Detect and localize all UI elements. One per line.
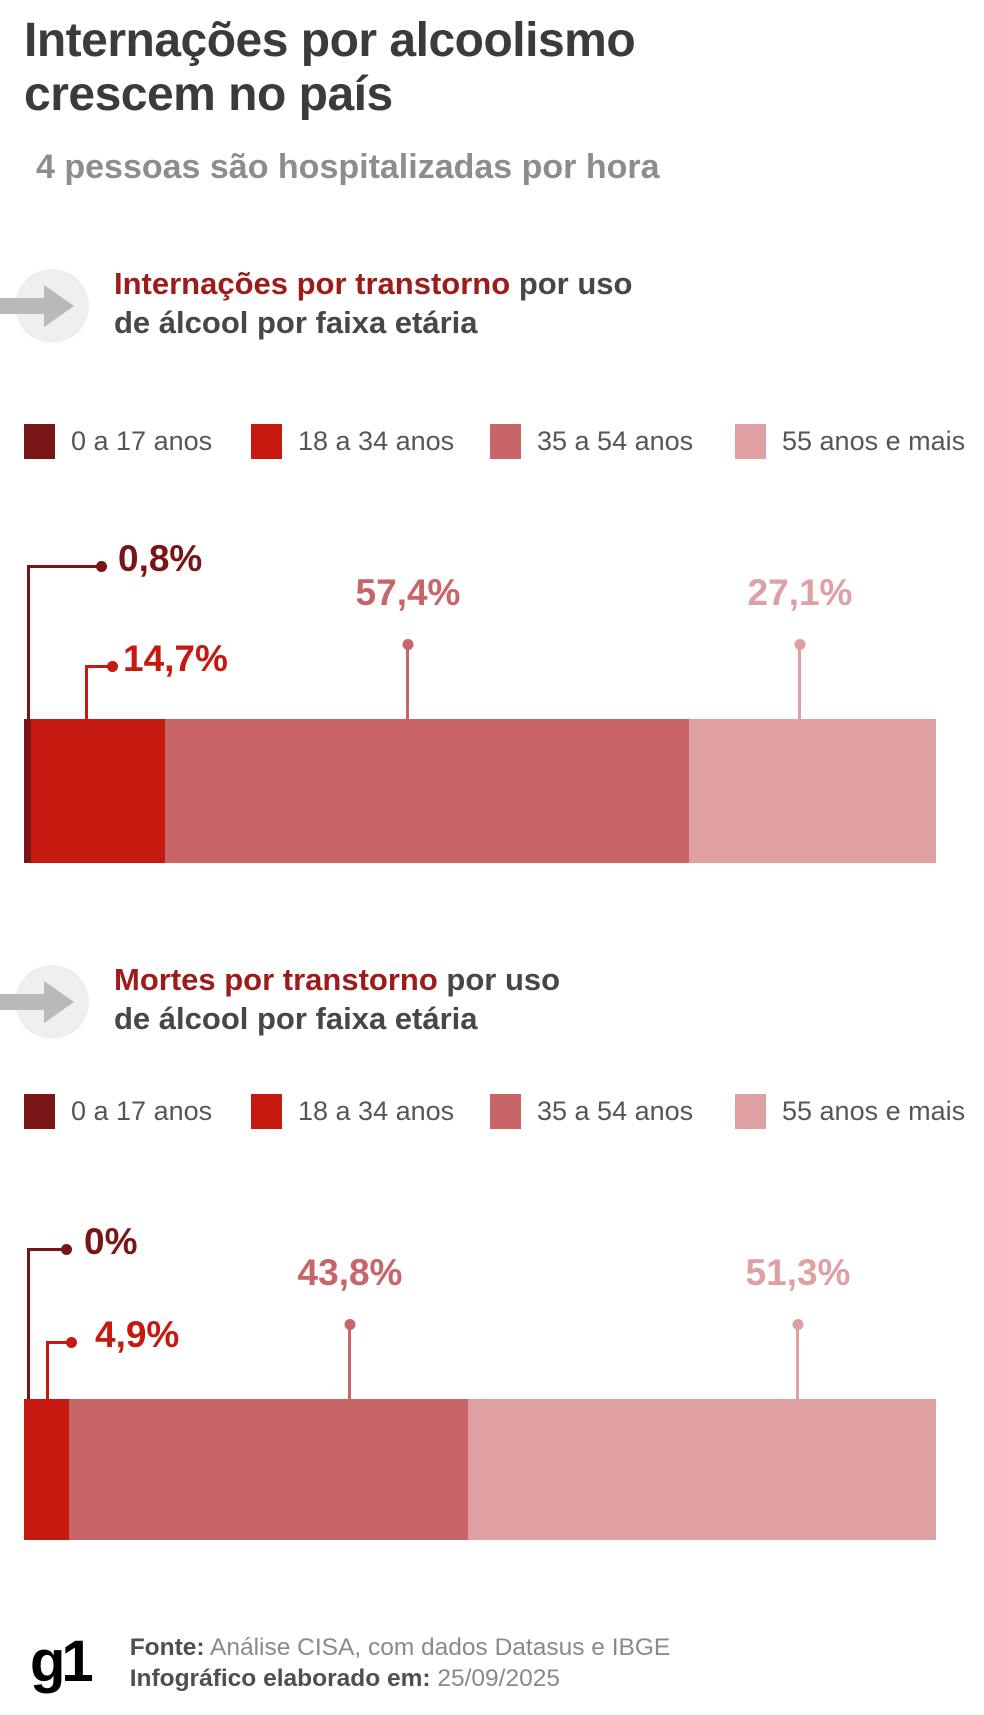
- callout-line-0-17: [27, 561, 107, 719]
- credits: Fonte: Análise CISA, com dados Datasus e…: [130, 1632, 671, 1695]
- legend-swatch-35-54: [490, 424, 521, 459]
- legend-label: 18 a 34 anos: [298, 1096, 455, 1126]
- value-label-55-mais: 51,3%: [745, 1252, 851, 1293]
- legend-item: 55 anos e mais: [735, 424, 965, 459]
- section-title: Mortes por transtorno por uso de álcool p…: [114, 960, 560, 1040]
- bar-segment-35-54: [68, 1399, 469, 1540]
- callout-line-35-54: [402, 639, 413, 719]
- legend-swatch-0-17: [24, 1094, 55, 1129]
- chart-mortes: 0% 4,9% 43,8% 51,3%: [24, 1160, 936, 1540]
- callout-dot: [96, 561, 107, 572]
- value-label-18-34: 4,9%: [95, 1314, 180, 1355]
- bar-segment-18-34: [24, 1399, 69, 1540]
- section-title-emphasis: Internações por transtorno: [114, 266, 511, 301]
- section-title-rest: por uso: [446, 962, 561, 997]
- callout-area: 0% 4,9% 43,8% 51,3%: [24, 1160, 936, 1399]
- legend-label: 35 a 54 anos: [537, 1096, 694, 1126]
- callout-line-55-mais: [792, 1319, 803, 1399]
- page-title: Internações por alcoolismo crescem no pa…: [24, 14, 636, 122]
- date-line: Infográfico elaborado em: 25/09/2025: [130, 1663, 671, 1694]
- legend-label: 55 anos e mais: [782, 1096, 966, 1126]
- callout-dot: [344, 1319, 355, 1330]
- legend-swatch-55-mais: [735, 424, 766, 459]
- value-label-55-mais: 27,1%: [747, 572, 853, 613]
- source-text: Análise CISA, com dados Datasus e IBGE: [210, 1633, 671, 1661]
- legend-item: 35 a 54 anos: [490, 1094, 693, 1129]
- section-title: Internações por transtorno por uso de álc…: [114, 264, 632, 344]
- callout-line-18-34: [85, 661, 118, 719]
- legend-swatch-18-34: [251, 1094, 282, 1129]
- section-header-mortes: Mortes por transtorno por uso de álcool p…: [0, 958, 560, 1040]
- value-label-0-17: 0,8%: [118, 538, 203, 579]
- arrow-right-icon: [0, 964, 89, 1040]
- callout-dot: [66, 1337, 77, 1348]
- bar-segment-18-34: [31, 719, 166, 863]
- legend-label: 18 a 34 anos: [298, 426, 455, 456]
- section-header-internacoes: Internações por transtorno por uso de álc…: [0, 262, 632, 344]
- legend-label: 0 a 17 anos: [71, 1096, 213, 1126]
- date-label: Infográfico elaborado em:: [129, 1665, 431, 1692]
- callout-dot: [61, 1244, 72, 1255]
- legend-swatch-18-34: [251, 424, 282, 459]
- footer: g1 Fonte: Análise CISA, com dados Datasu…: [0, 1611, 984, 1715]
- legend-internacoes: 0 a 17 anos 18 a 34 anos 35 a 54 anos 55…: [24, 424, 965, 464]
- bar-segment-55-mais: [468, 1399, 936, 1540]
- callout-dot: [794, 639, 805, 650]
- bar-segment-0-17: [24, 719, 32, 863]
- callout-area: 0,8% 14,7% 57,4% 27,1%: [24, 490, 936, 719]
- legend-item: 0 a 17 anos: [24, 1094, 212, 1129]
- section-title-rest: por uso: [518, 266, 633, 301]
- legend-item: 55 anos e mais: [735, 1094, 965, 1129]
- section-title-line2: de álcool por faixa etária: [114, 305, 478, 341]
- source-label: Fonte:: [129, 1633, 205, 1661]
- section-title-line2: de álcool por faixa etária: [114, 1001, 478, 1037]
- callout-dot: [402, 639, 413, 650]
- callout-dot: [107, 661, 118, 672]
- legend-swatch-0-17: [24, 424, 55, 459]
- legend-item: 18 a 34 anos: [251, 1094, 454, 1129]
- page-subtitle: 4 pessoas são hospitalizadas por hora: [36, 148, 660, 186]
- bar-segment-55-mais: [688, 719, 936, 863]
- legend-item: 18 a 34 anos: [251, 424, 454, 459]
- legend-item: 0 a 17 anos: [24, 424, 212, 459]
- callout-line-35-54: [344, 1319, 355, 1399]
- arrow-right-icon: [0, 268, 89, 344]
- value-label-35-54: 43,8%: [297, 1252, 403, 1293]
- callout-line-55-mais: [794, 639, 805, 719]
- callout-line-0-17: [27, 1244, 72, 1399]
- callout-line-18-34: [46, 1337, 77, 1399]
- legend-label: 0 a 17 anos: [71, 426, 213, 456]
- legend-swatch-35-54: [490, 1094, 521, 1129]
- legend-mortes: 0 a 17 anos 18 a 34 anos 35 a 54 anos 55…: [24, 1094, 965, 1134]
- section-title-emphasis: Mortes por transtorno: [114, 962, 438, 997]
- callout-dot: [792, 1319, 803, 1330]
- stacked-bar-internacoes: [24, 719, 936, 863]
- chart-internacoes: 0,8% 14,7% 57,4% 27,1%: [24, 490, 936, 863]
- value-label-18-34: 14,7%: [123, 638, 228, 679]
- legend-swatch-55-mais: [735, 1094, 766, 1129]
- bar-segment-35-54: [165, 719, 689, 863]
- date-value: 25/09/2025: [437, 1665, 560, 1692]
- legend-label: 55 anos e mais: [782, 426, 966, 456]
- legend-item: 35 a 54 anos: [490, 424, 693, 459]
- value-label-35-54: 57,4%: [355, 572, 461, 613]
- stacked-bar-mortes: [24, 1399, 936, 1540]
- value-label-0-17: 0%: [84, 1221, 138, 1262]
- g1-logo: g1: [30, 1629, 94, 1694]
- source-line: Fonte: Análise CISA, com dados Datasus e…: [130, 1632, 671, 1663]
- legend-label: 35 a 54 anos: [537, 426, 694, 456]
